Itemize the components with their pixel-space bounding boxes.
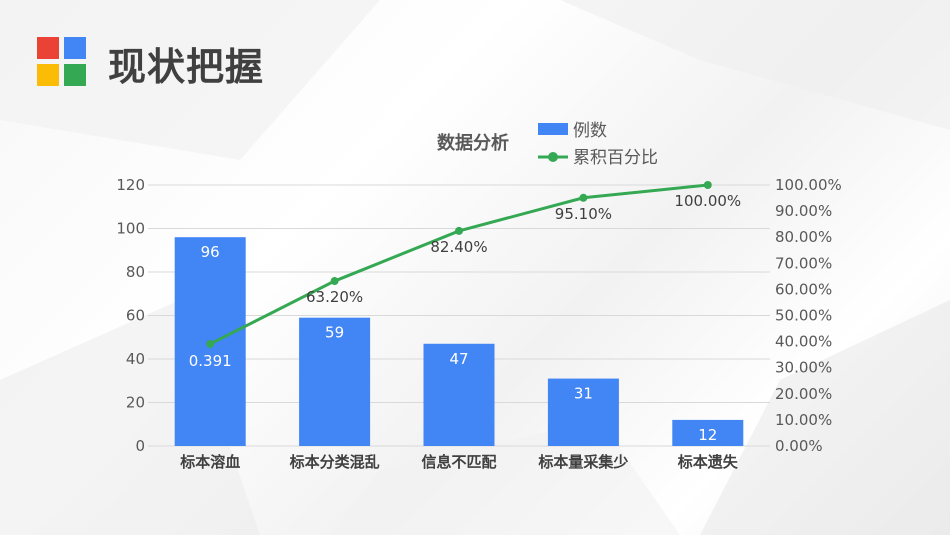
y-left-tick-label: 20 [126,394,145,412]
bar-value-label: 12 [698,426,717,444]
x-tick-label: 信息不匹配 [421,453,496,471]
line-point [703,181,712,189]
line-point [455,226,463,235]
line-point [206,339,215,348]
y-left-tick-label: 0 [135,437,145,455]
bar-value-label: 31 [574,385,593,403]
y-right-tick-label: 40.00% [775,333,832,351]
x-tick-label: 标本遗失 [677,453,739,471]
bar-value-label: 96 [201,243,220,261]
line-value-label: 82.40% [430,238,487,256]
y-right-tick-label: 30.00% [775,359,832,377]
bar [299,317,371,446]
line-point [579,193,588,202]
y-left-tick-label: 80 [126,263,145,281]
logo-icon [37,37,87,87]
y-left-tick-label: 40 [126,350,145,368]
x-tick-label: 标本溶血 [179,453,240,471]
y-right-tick-label: 60.00% [775,280,832,298]
y-right-tick-label: 10.00% [775,411,832,429]
line-point [330,277,339,286]
y-right-tick-label: 80.00% [775,228,832,246]
legend-line-marker [548,152,558,162]
y-left-tick-label: 120 [116,176,145,194]
line-value-label: 100.00% [674,192,741,210]
bar [672,419,744,446]
legend-bar-swatch [538,123,568,135]
chart-title: 数据分析 [437,132,509,154]
logo-green-square [64,64,86,86]
y-right-tick-label: 100.00% [775,176,842,194]
logo-blue-square [64,37,86,59]
bar-value-label: 47 [449,350,468,368]
y-right-tick-label: 0.00% [775,437,823,455]
y-right-tick-label: 90.00% [775,202,832,220]
y-left-tick-label: 60 [126,307,145,325]
legend-bar-label: 例数 [573,121,607,141]
page-title: 现状把握 [108,45,265,89]
bar [423,343,495,446]
line-value-label: 0.391 [189,352,232,370]
logo-red-square [37,37,59,59]
logo-yellow-square [37,64,59,86]
line-value-label: 95.10% [555,205,612,223]
y-left-tick-label: 100 [116,220,145,238]
x-tick-label: 标本分类混乱 [289,453,380,471]
x-tick-label: 标本量采集少 [537,453,628,471]
bar-value-label: 59 [325,324,344,342]
y-right-tick-label: 20.00% [775,385,832,403]
cumulative-line [209,183,708,346]
bar [547,378,619,446]
y-right-tick-label: 70.00% [775,254,832,272]
line-value-label: 63.20% [306,288,363,306]
legend-line-label: 累积百分比 [573,148,658,168]
y-right-tick-label: 50.00% [775,307,832,325]
